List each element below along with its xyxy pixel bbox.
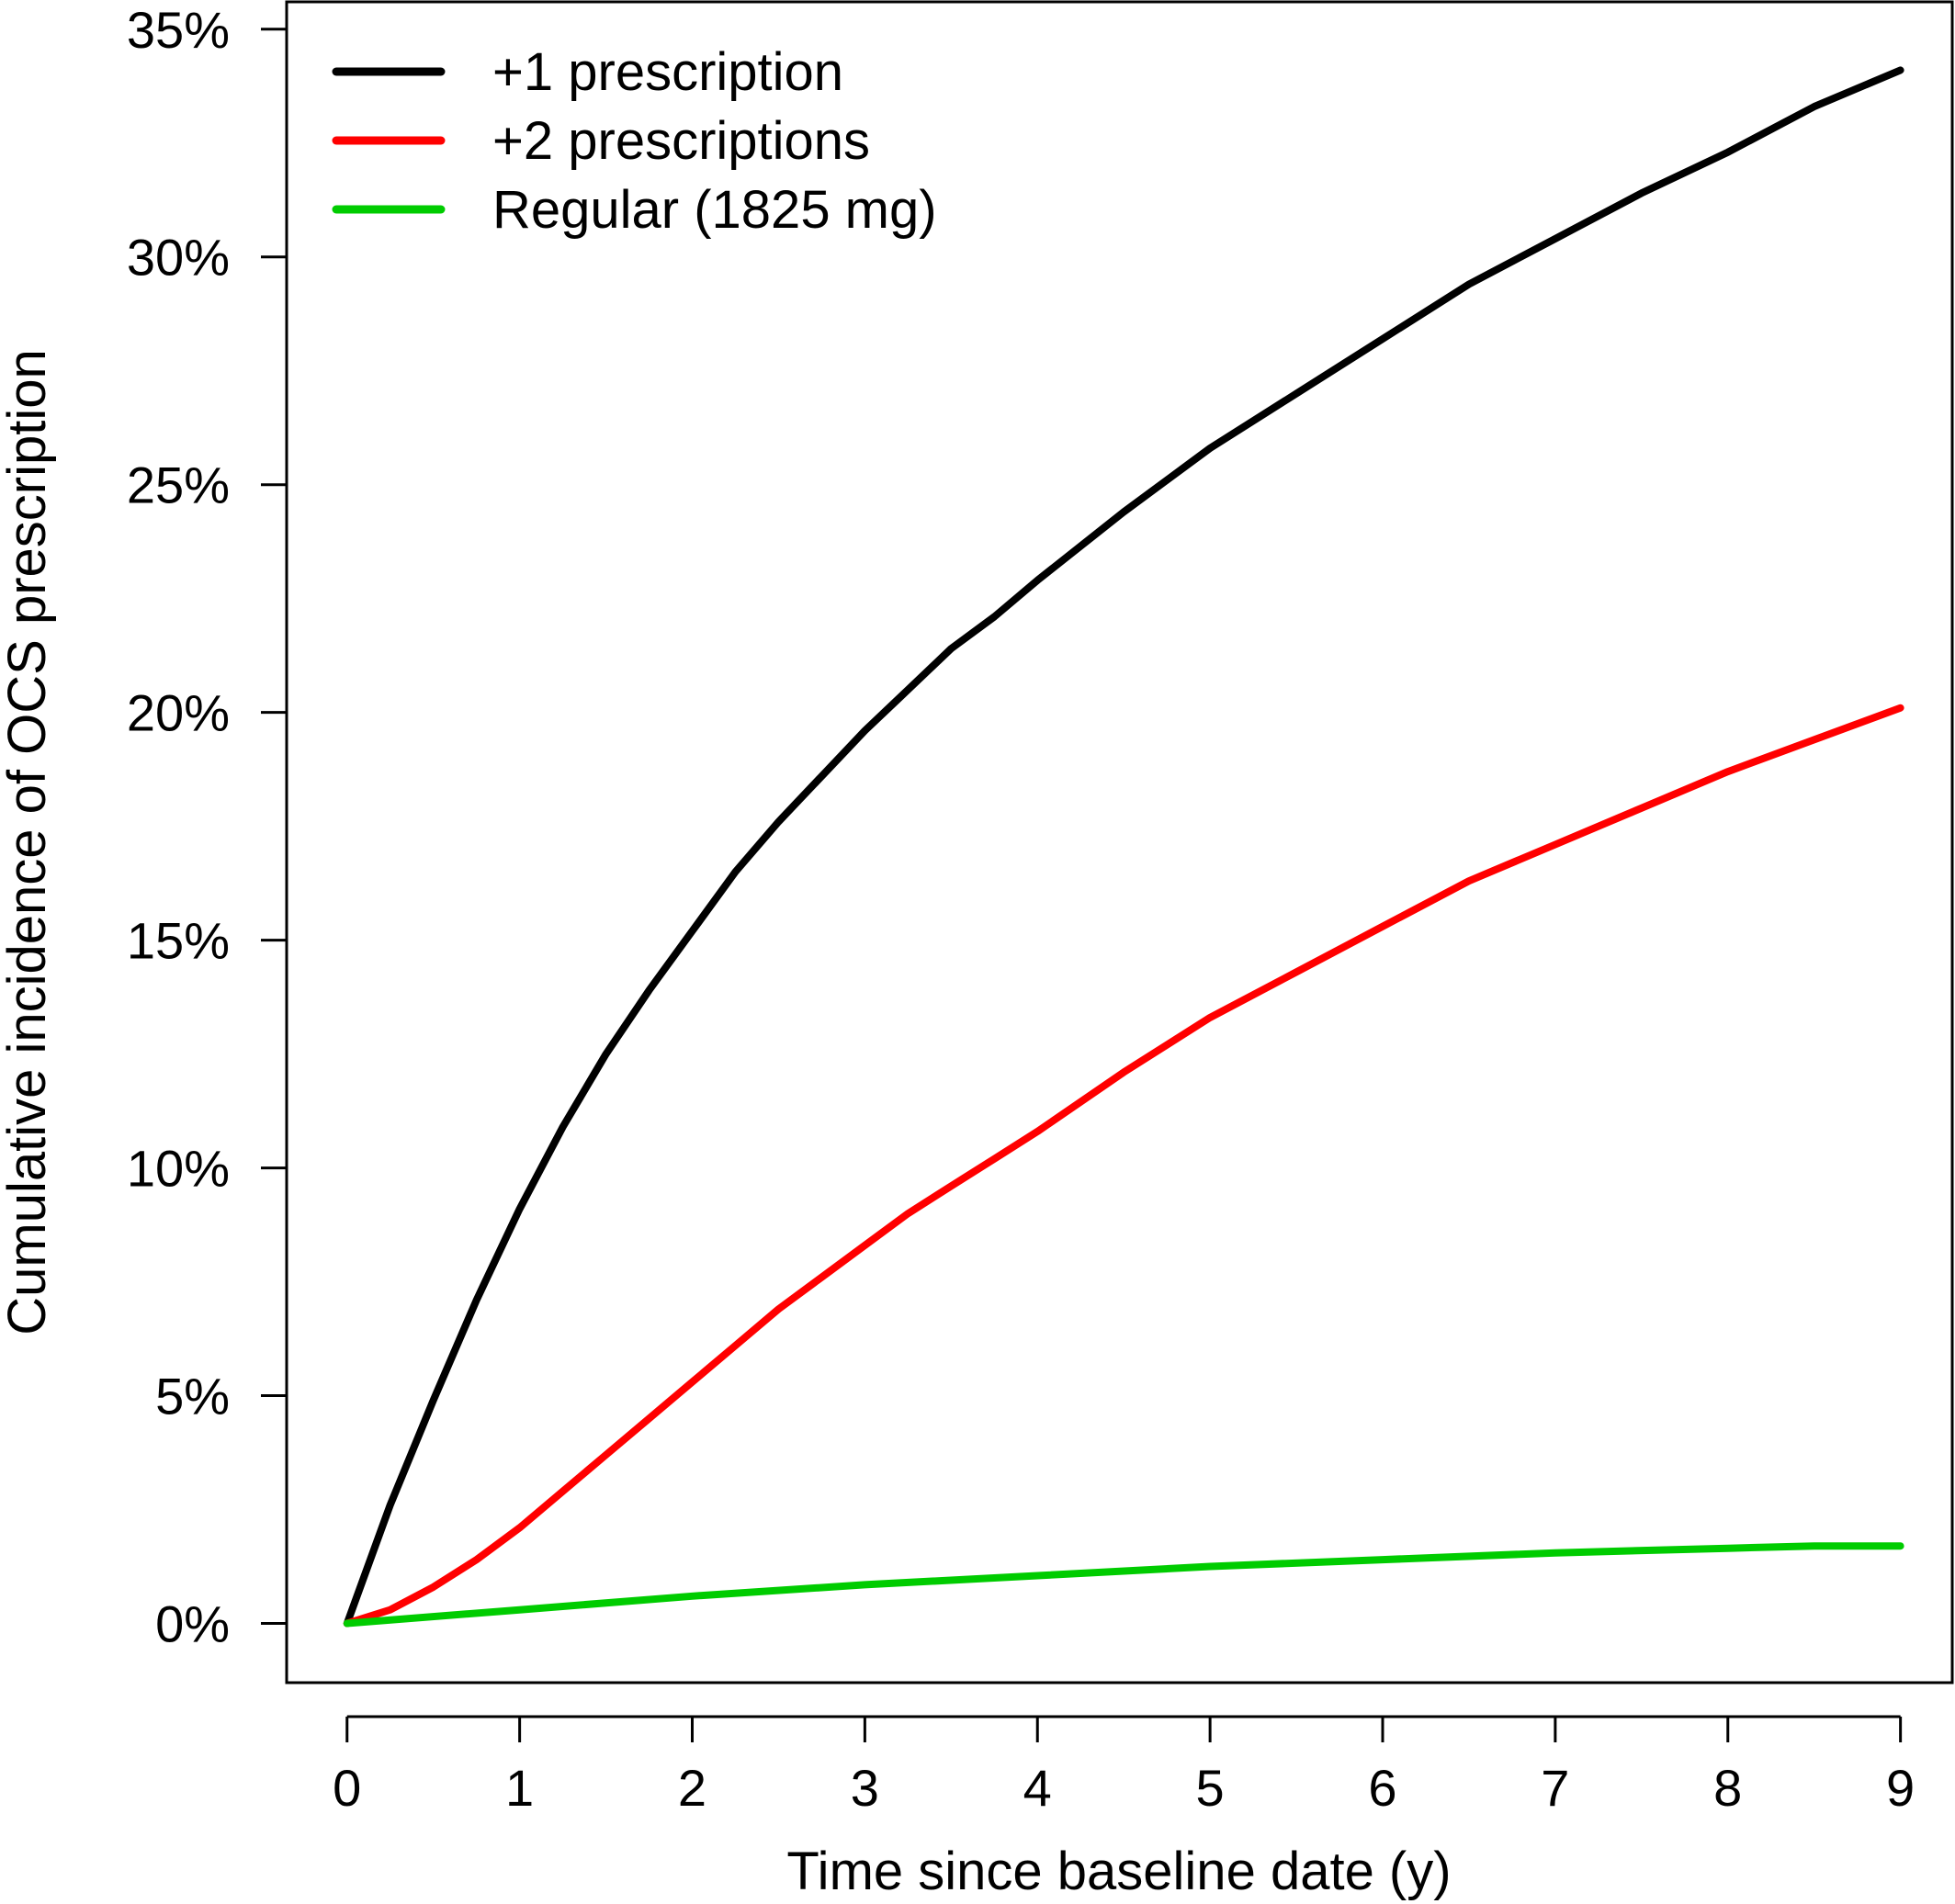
legend-label: +2 prescriptions <box>492 111 870 171</box>
x-tick-label: 0 <box>333 1759 361 1817</box>
series-line-3 <box>343 1542 1904 1628</box>
series-lines <box>343 66 1904 1628</box>
y-tick-label: 15% <box>127 912 230 970</box>
y-tick-label: 30% <box>127 229 230 287</box>
legend-label: +1 prescription <box>492 42 843 102</box>
y-axis: 0% 5% 10% 15% 20% 25% 30% 35% <box>127 1 288 1653</box>
x-tick-label: 5 <box>1196 1759 1225 1817</box>
y-tick-label: 5% <box>155 1368 230 1425</box>
y-tick-label: 25% <box>127 456 230 514</box>
x-tick-label: 6 <box>1368 1759 1396 1817</box>
x-tick-label: 9 <box>1886 1759 1915 1817</box>
y-tick-label: 20% <box>127 684 230 742</box>
x-tick-label: 7 <box>1541 1759 1569 1817</box>
y-tick-label: 35% <box>127 1 230 59</box>
legend-label: Regular (1825 mg) <box>492 180 937 240</box>
series-line-1 <box>343 66 1904 1628</box>
x-tick-label: 3 <box>851 1759 879 1817</box>
plot-frame <box>285 0 1954 1684</box>
x-tick-label: 1 <box>505 1759 534 1817</box>
x-tick-label: 4 <box>1023 1759 1052 1817</box>
x-tick-label: 8 <box>1713 1759 1742 1817</box>
legend: +1 prescription +2 prescriptions Regular (… <box>332 42 937 240</box>
x-tick-label: 2 <box>678 1759 706 1817</box>
x-axis: 0 1 2 3 4 5 6 7 8 9 <box>333 1715 1915 1817</box>
y-axis-label: Cumulative incidence of OCS prescription <box>0 349 57 1335</box>
y-tick-label: 10% <box>127 1140 230 1198</box>
x-axis-label: Time since baseline date (y) <box>786 1842 1451 1901</box>
y-tick-label: 0% <box>155 1595 230 1653</box>
series-line-2 <box>343 704 1904 1628</box>
